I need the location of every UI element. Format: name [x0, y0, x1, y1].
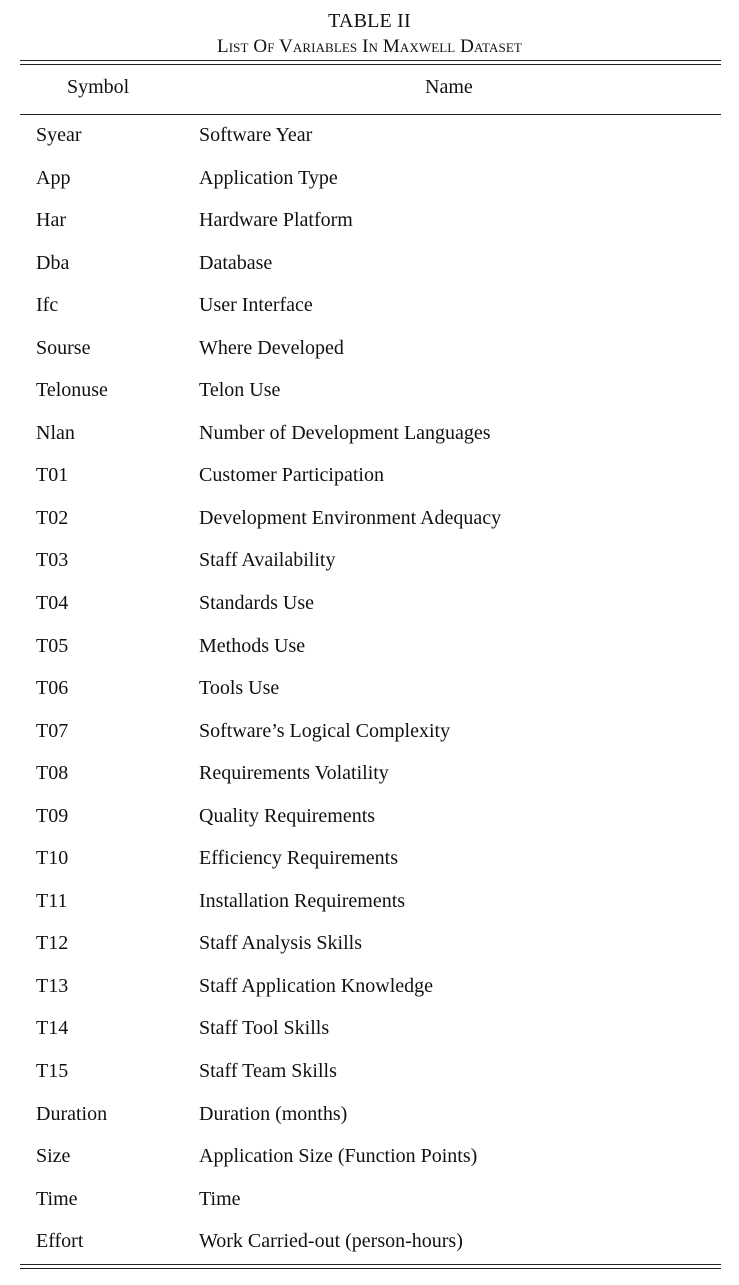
table-row: T09 Quality Requirements [0, 797, 739, 840]
cell-symbol: T01 [36, 464, 69, 487]
table-row: T12 Staff Analysis Skills [0, 924, 739, 967]
table-row: Duration Duration (months) [0, 1095, 739, 1138]
table-row: T10 Efficiency Requirements [0, 839, 739, 882]
table-row: Har Hardware Platform [0, 201, 739, 244]
cell-symbol: T15 [36, 1060, 69, 1083]
table-row: T02 Development Environment Adequacy [0, 499, 739, 542]
cell-symbol: Effort [36, 1230, 84, 1253]
table-row: Nlan Number of Development Languages [0, 414, 739, 457]
bottom-double-rule-lower [20, 1268, 721, 1270]
cell-name: Customer Participation [199, 464, 384, 487]
table-row: App Application Type [0, 159, 739, 202]
cell-symbol: T07 [36, 719, 69, 742]
cell-symbol: Syear [36, 124, 82, 146]
cell-name: Software Year [199, 124, 313, 146]
table-row: Sourse Where Developed [0, 329, 739, 372]
cell-name: Duration (months) [199, 1102, 348, 1125]
table-row: T13 Staff Application Knowledge [0, 967, 739, 1010]
cell-symbol: T13 [36, 974, 69, 997]
cell-name: Installation Requirements [199, 889, 406, 912]
table-row: Dba Database [0, 244, 739, 287]
cell-name: Standards Use [199, 592, 314, 615]
table-row: Telonuse Telon Use [0, 371, 739, 414]
table-row: Size Application Size (Function Points) [0, 1137, 739, 1180]
cell-symbol: T14 [36, 1017, 69, 1040]
cell-symbol: T02 [36, 506, 69, 529]
cell-name: Staff Tool Skills [199, 1017, 330, 1040]
cell-name: Database [199, 251, 273, 274]
header-rule [20, 114, 721, 116]
table-row: Time Time [0, 1180, 739, 1223]
table-row: T06 Tools Use [0, 669, 739, 712]
cell-name: Staff Team Skills [199, 1060, 337, 1083]
cell-name: Efficiency Requirements [199, 847, 399, 870]
cell-symbol: Ifc [36, 294, 59, 317]
cell-name: Software’s Logical Complexity [199, 719, 451, 742]
top-double-rule-lower [20, 64, 721, 66]
cell-symbol: App [36, 166, 71, 189]
cell-symbol: T10 [36, 847, 69, 870]
table-caption: List Of Variables In Maxwell Dataset [217, 36, 522, 57]
table-header: Symbol Name [0, 76, 739, 104]
table-row: T03 Staff Availability [0, 541, 739, 584]
cell-symbol: Duration [36, 1102, 108, 1125]
cell-name: Staff Application Knowledge [199, 974, 434, 997]
cell-name: Number of Development Languages [199, 421, 491, 444]
table-row: T04 Standards Use [0, 584, 739, 627]
table-label: TABLE II [328, 10, 411, 32]
table-row: T11 Installation Requirements [0, 882, 739, 925]
table-row: Syear Software Year [0, 116, 739, 159]
cell-symbol: Har [36, 209, 66, 232]
cell-name: Tools Use [199, 677, 280, 700]
table-body: Syear Software Year App Application Type Har… [0, 116, 739, 1265]
cell-name: Application Size (Function Points) [199, 1145, 478, 1168]
cell-symbol: T08 [36, 762, 69, 785]
cell-name: Time [199, 1187, 241, 1210]
cell-symbol: Sourse [36, 336, 91, 359]
cell-symbol: Telonuse [36, 379, 108, 402]
cell-symbol: T04 [36, 592, 69, 615]
table-row: T08 Requirements Volatility [0, 754, 739, 797]
cell-symbol: Dba [36, 251, 70, 274]
cell-symbol: Nlan [36, 421, 75, 444]
cell-symbol: T05 [36, 634, 69, 657]
cell-name: Development Environment Adequacy [199, 506, 502, 529]
cell-name: Hardware Platform [199, 209, 353, 232]
cell-name: Staff Analysis Skills [199, 932, 362, 955]
cell-name: Work Carried-out (person-hours) [199, 1230, 463, 1253]
table-row: Effort Work Carried-out (person-hours) [0, 1222, 739, 1265]
cell-symbol: T12 [36, 932, 69, 955]
cell-symbol: T09 [36, 804, 69, 827]
header-name: Name [425, 76, 473, 98]
cell-name: User Interface [199, 294, 313, 317]
cell-name: Staff Availability [199, 549, 336, 572]
cell-name: Requirements Volatility [199, 762, 389, 785]
table-row: T15 Staff Team Skills [0, 1052, 739, 1095]
cell-name: Where Developed [199, 336, 344, 359]
table-row: T01 Customer Participation [0, 456, 739, 499]
cell-symbol: T11 [36, 889, 68, 912]
top-double-rule-upper [20, 60, 721, 62]
cell-name: Quality Requirements [199, 804, 376, 827]
cell-symbol: Size [36, 1145, 71, 1168]
cell-name: Application Type [199, 166, 338, 189]
cell-name: Methods Use [199, 634, 306, 657]
cell-symbol: Time [36, 1187, 78, 1210]
table-row: T05 Methods Use [0, 627, 739, 670]
header-symbol: Symbol [67, 76, 130, 98]
cell-name: Telon Use [199, 379, 281, 402]
cell-symbol: T06 [36, 677, 69, 700]
cell-symbol: T03 [36, 549, 69, 572]
table-row: Ifc User Interface [0, 286, 739, 329]
table-row: T14 Staff Tool Skills [0, 1009, 739, 1052]
table-row: T07 Software’s Logical Complexity [0, 712, 739, 755]
bottom-double-rule-upper [20, 1264, 721, 1266]
